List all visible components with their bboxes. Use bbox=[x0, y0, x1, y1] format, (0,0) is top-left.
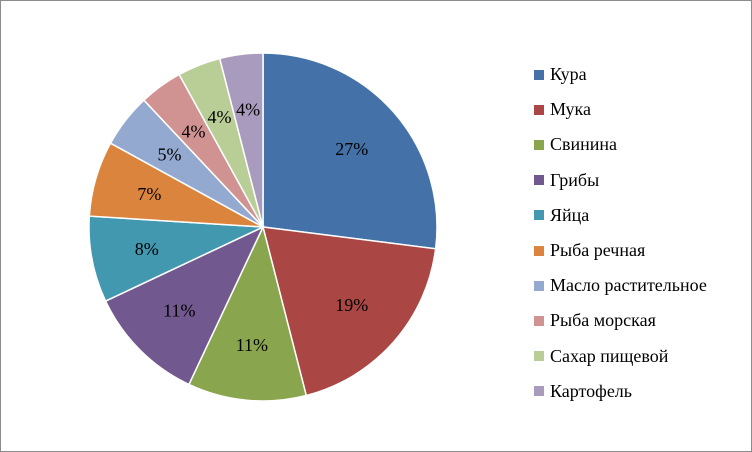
legend-swatch bbox=[534, 210, 544, 221]
legend-label: Рыба речная bbox=[550, 240, 646, 261]
legend-item: Свинина bbox=[534, 127, 707, 162]
legend-item: Кура bbox=[534, 57, 707, 92]
slice-data-label: 4% bbox=[181, 121, 205, 141]
slice-data-label: 7% bbox=[137, 184, 161, 204]
legend: Кура Мука Свинина Грибы Яйца Рыба речная Масло… bbox=[534, 57, 707, 409]
pie-slice bbox=[218, 52, 264, 228]
legend-item: Картофель bbox=[534, 374, 707, 409]
legend-label: Кура bbox=[550, 64, 587, 85]
legend-swatch bbox=[534, 351, 544, 362]
legend-swatch bbox=[534, 139, 544, 150]
legend-item: Грибы bbox=[534, 163, 707, 198]
legend-item: Яйца bbox=[534, 198, 707, 233]
slice-data-label: 27% bbox=[335, 139, 368, 159]
slice-data-label: 5% bbox=[158, 144, 182, 164]
legend-item: Рыба речная bbox=[534, 233, 707, 268]
legend-label: Картофель bbox=[550, 380, 632, 401]
slice-data-label: 11% bbox=[236, 335, 268, 355]
slice-data-label: 4% bbox=[236, 100, 260, 120]
slice-data-label: 11% bbox=[163, 301, 195, 321]
legend-label: Масло растительное bbox=[550, 275, 707, 296]
legend-item: Масло растительное bbox=[534, 268, 707, 303]
legend-label: Грибы bbox=[550, 169, 600, 190]
legend-swatch bbox=[534, 386, 544, 397]
legend-label: Яйца bbox=[550, 204, 590, 225]
legend-swatch bbox=[534, 69, 544, 80]
slice-data-label: 8% bbox=[135, 239, 159, 259]
legend-label: Свинина bbox=[550, 134, 618, 155]
pie-slice bbox=[262, 52, 438, 250]
legend-label: Рыба морская bbox=[550, 310, 656, 331]
legend-swatch bbox=[534, 175, 544, 186]
pie-slice bbox=[261, 226, 437, 397]
legend-item: Мука bbox=[534, 92, 707, 127]
slice-data-label: 19% bbox=[335, 295, 368, 315]
legend-swatch bbox=[534, 104, 544, 115]
legend-item: Рыба морская bbox=[534, 303, 707, 338]
slice-data-label: 4% bbox=[207, 107, 231, 127]
legend-item: Сахар пищевой bbox=[534, 339, 707, 374]
legend-swatch bbox=[534, 315, 544, 326]
legend-swatch bbox=[534, 245, 544, 256]
legend-label: Сахар пищевой bbox=[550, 345, 669, 366]
pie-slice bbox=[187, 224, 308, 402]
legend-swatch bbox=[534, 280, 544, 291]
legend-label: Мука bbox=[550, 99, 592, 120]
pie-slice bbox=[104, 225, 265, 386]
